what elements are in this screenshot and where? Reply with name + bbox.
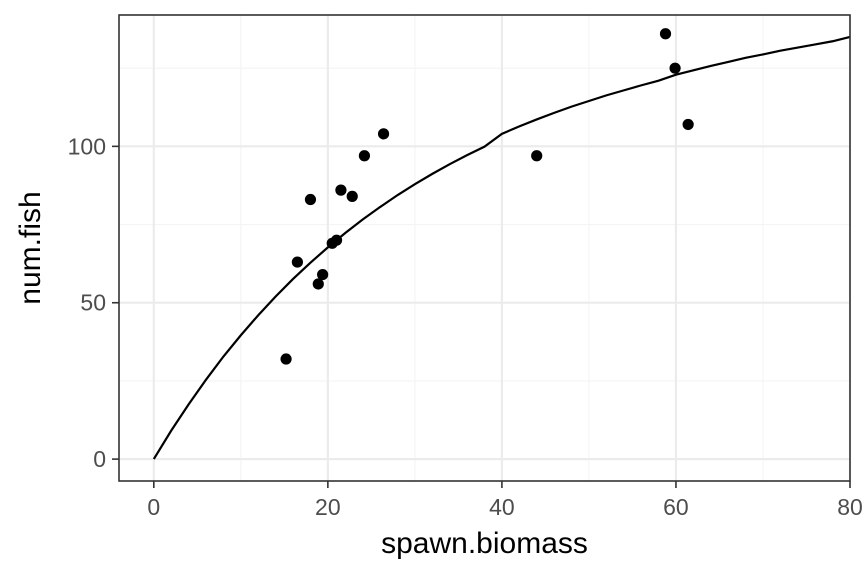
data-point <box>358 150 371 162</box>
data-point <box>291 256 303 268</box>
data-point <box>280 353 292 365</box>
x-tick-label: 80 <box>837 494 863 520</box>
data-point <box>682 118 694 131</box>
x-tick-label: 60 <box>663 494 689 520</box>
data-point <box>330 234 343 246</box>
y-axis-title: num.fish <box>14 191 47 304</box>
minor-gridlines <box>119 15 850 481</box>
data-point <box>669 62 681 74</box>
data-point <box>377 128 390 140</box>
fit-curve-layer <box>152 35 851 460</box>
data-point <box>317 268 329 281</box>
y-axis-ticks: 0 50 100 <box>68 133 119 472</box>
y-tick-label: 0 <box>93 446 106 472</box>
panel-border <box>118 14 851 482</box>
data-point <box>531 150 543 162</box>
x-tick-label: 0 <box>147 494 160 520</box>
x-axis-title: spawn.biomass <box>381 527 588 560</box>
data-point <box>659 28 672 40</box>
y-tick-label: 50 <box>80 290 106 316</box>
data-point <box>304 193 317 206</box>
y-tick-label: 100 <box>68 133 106 159</box>
data-points <box>280 28 694 365</box>
x-tick-label: 20 <box>315 494 341 520</box>
fit-curve-line <box>152 35 851 460</box>
data-point <box>346 190 358 202</box>
data-point <box>312 278 324 290</box>
x-tick-label: 40 <box>489 494 515 520</box>
major-gridlines <box>119 15 852 481</box>
x-axis-ticks: 0 20 40 60 80 <box>147 481 863 520</box>
data-point <box>335 184 347 196</box>
